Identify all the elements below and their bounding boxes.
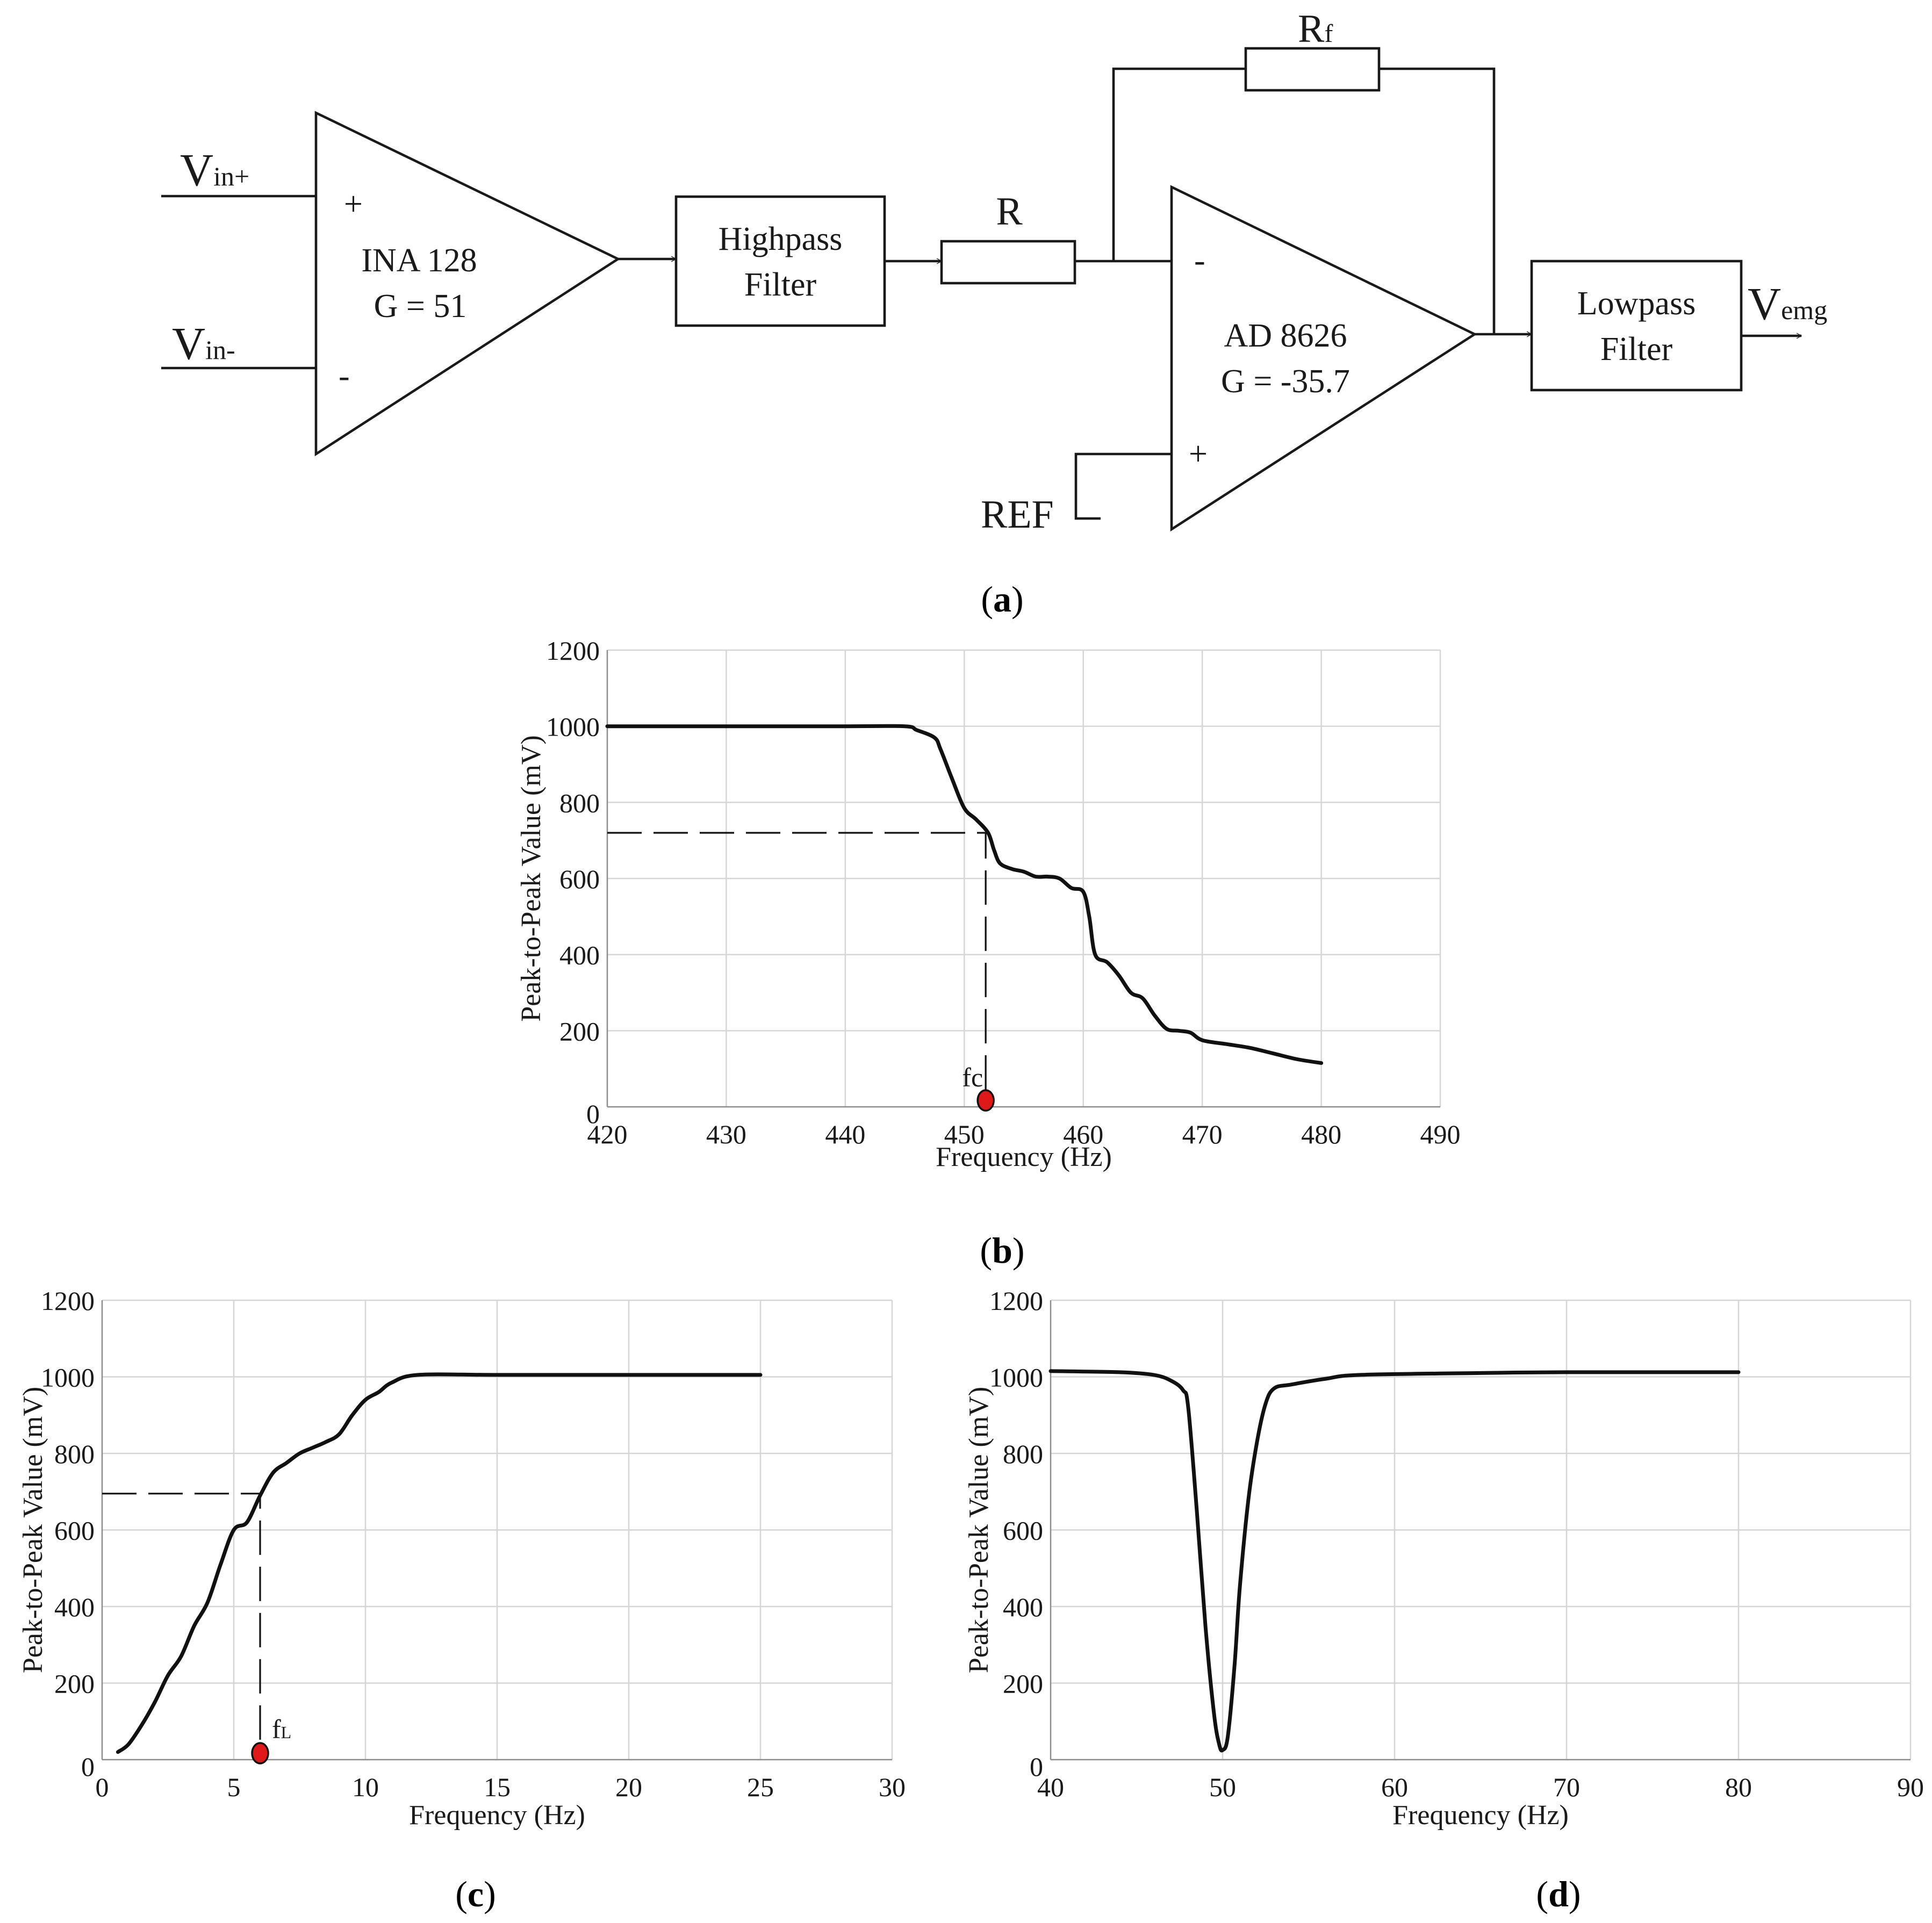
x-axis-label: Frequency (Hz)	[409, 1800, 585, 1831]
response-curve	[605, 724, 1324, 1065]
circuit-diagram: Vin+ Vin- + - INA 128 G = 51 Highpass Fi…	[161, 7, 1827, 537]
chart-d-notch-response: 40 50 60 70 80 90 0 200 400 600 800 1000 1200 Frequen…	[964, 1286, 1924, 1831]
x-tick-label: 440	[825, 1119, 865, 1149]
y-tick-label: 1000	[546, 712, 600, 742]
y-tick-label: 600	[54, 1516, 95, 1546]
x-tick-label: 50	[1209, 1772, 1236, 1802]
y-tick-label: 600	[1003, 1516, 1043, 1546]
response-curve	[1048, 1369, 1741, 1753]
caption-b: (b)	[980, 1230, 1024, 1271]
vin-minus-label: Vin-	[172, 318, 235, 369]
caption-d: (d)	[1536, 1874, 1581, 1914]
y-axis-label: Peak-to-Peak Value (mV)	[18, 1387, 48, 1673]
feedback-wire-left	[1112, 67, 1246, 261]
x-tick-label: 470	[1182, 1119, 1223, 1149]
y-tick-label: 1000	[989, 1363, 1043, 1393]
cutoff-guide-line	[607, 832, 987, 1105]
y-tick-label: 200	[559, 1016, 600, 1046]
lowpass-line2: Filter	[1600, 331, 1673, 368]
x-tick-label: 90	[1897, 1772, 1924, 1802]
y-tick-label: 800	[54, 1439, 95, 1469]
resistor-r-label: R	[996, 190, 1023, 234]
cutoff-guide-line	[102, 1493, 261, 1758]
ad-minus-sign: -	[1194, 242, 1205, 279]
chart-b-highpass-response: 420 430 440 450 460 470 480 490 0 200 400 600 800 100…	[516, 636, 1461, 1172]
x-tick-label: 460	[1063, 1119, 1103, 1149]
y-tick-label: 1200	[989, 1286, 1043, 1316]
y-tick-label: 400	[559, 940, 600, 970]
resistor-r	[940, 240, 1076, 285]
ad-plus-sign: +	[1189, 436, 1208, 472]
y-tick-label: 0	[81, 1752, 95, 1782]
y-tick-label: 200	[1003, 1669, 1043, 1699]
x-axis-label: Frequency (Hz)	[1392, 1800, 1569, 1831]
x-tick-label: 430	[706, 1119, 746, 1149]
x-tick-label: 20	[615, 1772, 642, 1802]
y-tick-label: 800	[559, 788, 600, 818]
lowpass-filter-block	[1530, 260, 1743, 392]
chart-c-lowfreq-response: 0 5 10 15 20 25 30 0 200 400 600 800 1000 1200 Frequen…	[18, 1286, 906, 1831]
cutoff-marker	[976, 1089, 995, 1112]
feedback-wire-right	[1379, 67, 1496, 334]
ad-gain: G = -35.7	[1221, 363, 1350, 400]
ina-name: INA 128	[361, 242, 477, 279]
ad8626-amplifier	[1170, 185, 1477, 532]
y-tick-label: 200	[54, 1669, 95, 1699]
resistor-rf-label: Rf	[1298, 7, 1333, 51]
y-tick-label: 1200	[546, 636, 600, 666]
x-tick-label: 60	[1381, 1772, 1408, 1802]
x-tick-label: 70	[1553, 1772, 1580, 1802]
y-tick-label: 0	[586, 1099, 600, 1129]
x-tick-label: 450	[944, 1119, 985, 1149]
ad-name: AD 8626	[1224, 318, 1347, 354]
vemg-label: Vemg	[1748, 278, 1827, 329]
y-tick-label: 1000	[41, 1363, 95, 1393]
y-tick-label: 800	[1003, 1439, 1043, 1469]
y-axis-label: Peak-to-Peak Value (mV)	[516, 735, 547, 1021]
cutoff-label: fL	[272, 1714, 291, 1744]
x-tick-label: 490	[1420, 1119, 1461, 1149]
highpass-filter-block	[674, 195, 886, 327]
x-tick-label: 30	[879, 1772, 906, 1802]
ina128-amplifier	[314, 111, 621, 457]
lowpass-line1: Lowpass	[1577, 285, 1696, 322]
x-tick-label: 10	[352, 1772, 379, 1802]
ina-minus-sign: -	[339, 358, 350, 394]
x-tick-label: 5	[227, 1772, 241, 1802]
y-tick-label: 1200	[41, 1286, 95, 1316]
x-tick-label: 15	[484, 1772, 511, 1802]
ref-label: REF	[981, 493, 1054, 537]
y-tick-label: 400	[54, 1592, 95, 1622]
response-curve	[116, 1372, 763, 1754]
resistor-rf	[1244, 47, 1381, 92]
cutoff-marker	[251, 1742, 269, 1764]
caption-c: (c)	[455, 1874, 496, 1914]
x-tick-label: 420	[587, 1119, 628, 1149]
x-tick-label: 25	[747, 1772, 774, 1802]
x-tick-label: 480	[1301, 1119, 1341, 1149]
y-tick-label: 0	[1030, 1752, 1043, 1782]
highpass-line2: Filter	[744, 267, 817, 303]
caption-a: (a)	[981, 579, 1023, 620]
cutoff-label: fc	[962, 1062, 983, 1092]
y-axis-label: Peak-to-Peak Value (mV)	[964, 1387, 994, 1673]
y-tick-label: 400	[1003, 1592, 1043, 1622]
x-tick-label: 40	[1037, 1772, 1064, 1802]
x-tick-label: 80	[1725, 1772, 1752, 1802]
vin-plus-label: Vin+	[180, 144, 249, 196]
x-tick-label: 0	[96, 1772, 109, 1802]
ina-plus-sign: +	[344, 186, 363, 222]
ina-gain: G = 51	[374, 288, 467, 325]
ref-wire	[1074, 452, 1172, 520]
x-axis-label: Frequency (Hz)	[936, 1142, 1112, 1172]
y-tick-label: 600	[559, 864, 600, 894]
highpass-line1: Highpass	[719, 221, 843, 257]
